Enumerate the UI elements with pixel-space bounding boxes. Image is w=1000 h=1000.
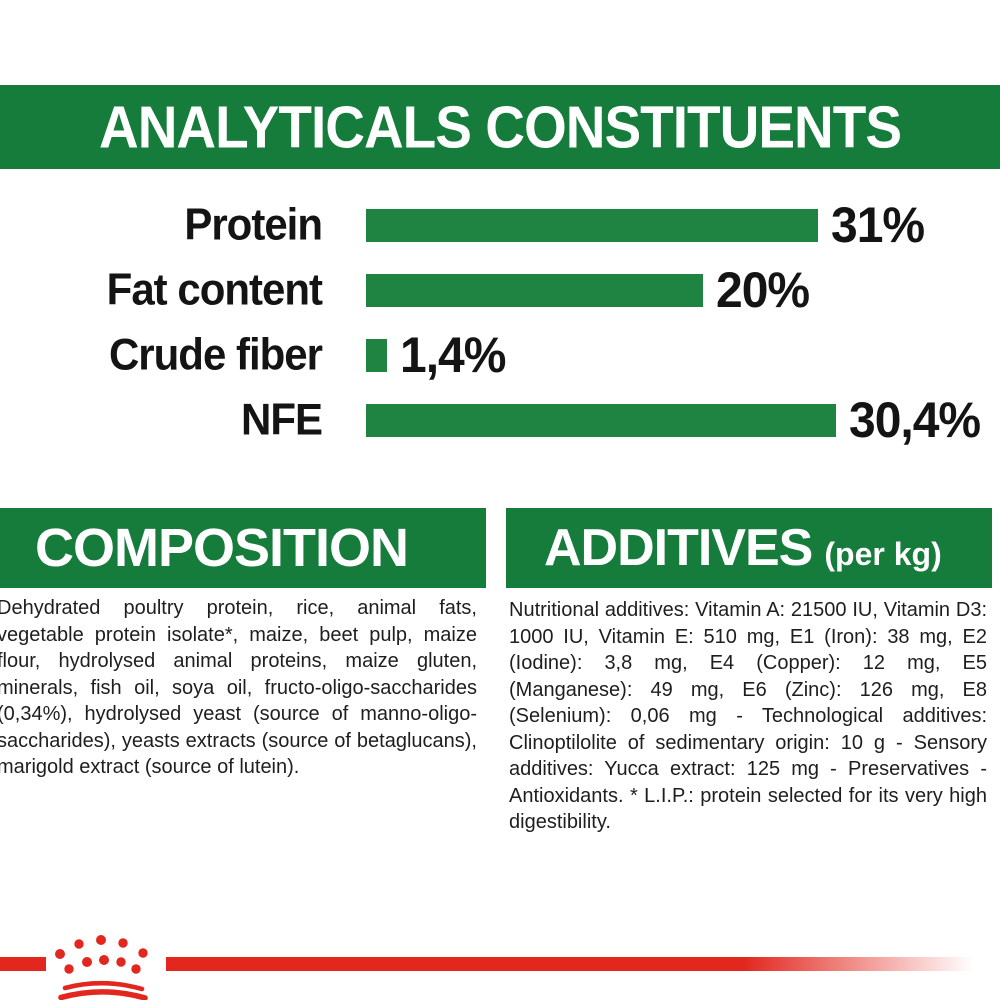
additives-heading-main: ADDITIVES — [544, 519, 813, 577]
analyticals-banner: ANALYTICALS CONSTITUENTS — [0, 85, 1000, 169]
additives-text: Nutritional additives: Vitamin A: 21500 … — [509, 599, 987, 833]
crown-dots — [55, 935, 148, 974]
composition-banner: COMPOSITION — [0, 508, 486, 588]
additives-heading-suffix: (per kg) — [824, 536, 942, 572]
chart-category-label: Protein — [184, 199, 323, 250]
chart-value-label: 20% — [716, 262, 810, 318]
chart-bar — [366, 273, 703, 307]
additives-heading: ADDITIVES (per kg) — [544, 508, 942, 594]
additives-banner: ADDITIVES (per kg) — [506, 508, 992, 588]
footer-rule-right — [166, 957, 990, 971]
chart-value-label: 1,4% — [400, 327, 506, 383]
chart-value-label: 31% — [831, 197, 925, 253]
crown-arcs — [58, 980, 148, 1000]
chart-bar — [366, 208, 818, 242]
composition-heading: COMPOSITION — [35, 518, 409, 578]
analytical-constituents-chart: Protein 31% Fat content 20% Crude fiber 1,4% N… — [0, 197, 1000, 462]
chart-bar — [366, 338, 387, 372]
chart-category-label: Fat content — [106, 264, 323, 315]
chart-row: Crude fiber 1,4% — [0, 327, 1000, 383]
chart-value-label: 30,4% — [849, 392, 981, 448]
chart-row: Fat content 20% — [0, 262, 1000, 318]
chart-category-label: NFE — [241, 394, 323, 445]
composition-text: Dehydrated poultry protein, rice, animal… — [0, 597, 477, 778]
chart-row: Protein 31% — [0, 197, 1000, 253]
chart-category-label: Crude fiber — [108, 329, 323, 380]
chart-row: NFE 30,4% — [0, 392, 1000, 448]
analyticals-title: ANALYTICALS CONSTITUENTS — [98, 93, 902, 161]
royal-canin-crown-logo — [55, 935, 148, 1000]
chart-bar — [366, 403, 836, 437]
footer-rule-left — [0, 957, 46, 971]
